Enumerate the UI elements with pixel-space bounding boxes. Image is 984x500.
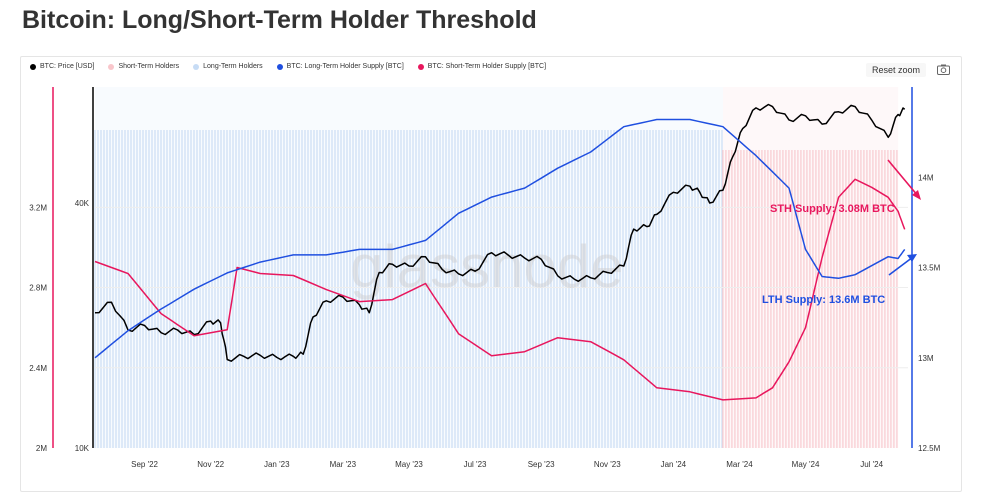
sth-region xyxy=(722,87,899,448)
legend-swatch xyxy=(30,63,36,70)
y-left-inner-tick-label: 10K xyxy=(75,444,90,453)
x-tick-label: May '23 xyxy=(395,460,423,469)
page-title: Bitcoin: Long/Short-Term Holder Threshol… xyxy=(22,6,537,34)
x-tick-label: Sep '23 xyxy=(528,460,555,469)
x-tick-label: May '24 xyxy=(792,460,820,469)
x-tick-label: Mar '23 xyxy=(330,460,357,469)
legend-item-sth-supply[interactable]: BTC: Short-Term Holder Supply [BTC] xyxy=(417,63,547,70)
y-left-outer-tick-label: 2.4M xyxy=(29,364,47,373)
y-right-tick-label: 12.5M xyxy=(918,444,941,453)
y-right-tick-label: 13.5M xyxy=(918,264,941,273)
y-right-tick-label: 13M xyxy=(918,354,934,363)
price-line xyxy=(94,103,906,362)
legend-swatch xyxy=(108,63,115,70)
x-tick-label: Nov '23 xyxy=(594,460,621,469)
legend-label: Long-Term Holders xyxy=(203,63,263,70)
legend-label: BTC: Price [USD] xyxy=(40,63,95,70)
legend-item-lth-region[interactable]: Long-Term Holders xyxy=(193,63,263,70)
lth-supply-line xyxy=(94,118,906,359)
legend-swatch xyxy=(417,63,424,70)
legend-swatch xyxy=(276,63,283,70)
legend-item-lth-supply[interactable]: BTC: Long-Term Holder Supply [BTC] xyxy=(276,63,404,70)
chart-legend: BTC: Price [USD] Short-Term Holders Long… xyxy=(30,63,546,70)
watermark: glassnode xyxy=(350,233,624,300)
legend-item-price[interactable]: BTC: Price [USD] xyxy=(30,63,94,70)
legend-label: BTC: Long-Term Holder Supply [BTC] xyxy=(286,63,404,70)
x-tick-label: Jul '23 xyxy=(464,460,487,469)
chart-frame xyxy=(20,56,962,492)
y-left-outer-tick-label: 3.2M xyxy=(29,203,47,212)
x-tick-label: Nov '22 xyxy=(197,460,224,469)
lth-region xyxy=(95,87,723,448)
y-left-outer-tick-label: 2M xyxy=(36,444,47,453)
sth-arrow xyxy=(887,159,921,200)
x-tick-label: Jan '24 xyxy=(661,460,687,469)
x-tick-label: Sep '22 xyxy=(131,460,158,469)
sth-annotation: STH Supply: 3.08M BTC xyxy=(770,203,895,215)
y-right-tick-label: 14M xyxy=(918,173,934,182)
lth-arrow xyxy=(888,254,917,276)
x-tick-label: Jul '24 xyxy=(860,460,883,469)
legend-item-sth-region[interactable]: Short-Term Holders xyxy=(108,63,179,70)
x-tick-label: Mar '24 xyxy=(726,460,753,469)
y-left-inner-tick-label: 40K xyxy=(75,199,90,208)
legend-swatch xyxy=(193,63,200,70)
legend-label: BTC: Short-Term Holder Supply [BTC] xyxy=(427,63,547,70)
legend-label: Short-Term Holders xyxy=(118,63,180,70)
reset-zoom-button[interactable]: Reset zoom xyxy=(866,63,927,77)
y-left-outer-tick-label: 2.8M xyxy=(29,284,47,293)
x-tick-label: Jan '23 xyxy=(264,460,290,469)
camera-icon[interactable] xyxy=(937,64,950,75)
lth-annotation: LTH Supply: 13.6M BTC xyxy=(762,294,885,306)
